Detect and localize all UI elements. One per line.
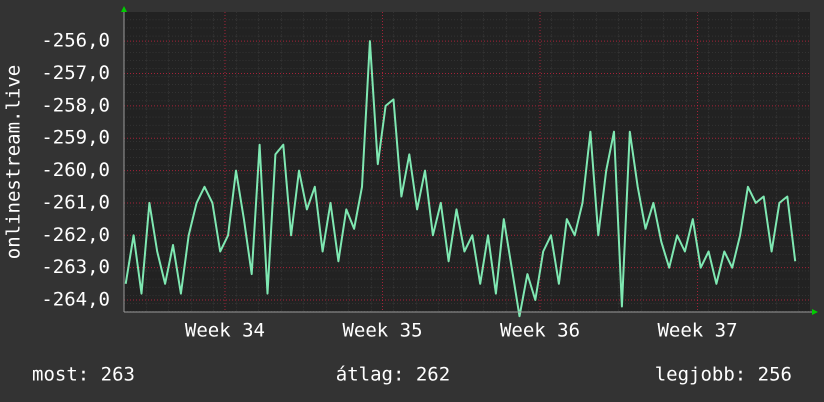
x-tick-label: Week 35 [342, 320, 422, 342]
y-axis-label: onlinestream.live [3, 65, 25, 259]
y-tick-label: -262,0 [41, 224, 110, 246]
footer-average: átlag: 262 [336, 364, 450, 386]
y-tick-label: -263,0 [41, 256, 110, 278]
y-arrow [121, 6, 127, 12]
y-tick-label: -261,0 [41, 191, 110, 213]
data-line [124, 40, 797, 318]
y-tick-label: -259,0 [41, 127, 110, 149]
x-tick-label: Week 34 [185, 320, 265, 342]
x-arrow [812, 309, 818, 315]
y-tick-label: -260,0 [41, 159, 110, 181]
footer-best: legjobb: 256 [655, 364, 792, 386]
y-tick-label: -258,0 [41, 94, 110, 116]
x-tick-label: Week 37 [657, 320, 737, 342]
footer-current: most: 263 [32, 364, 135, 386]
y-tick-label: -257,0 [41, 62, 110, 84]
y-tick-label: -256,0 [41, 30, 110, 52]
minor-grid [124, 12, 810, 312]
x-tick-label: Week 36 [500, 320, 580, 342]
y-tick-label: -264,0 [41, 289, 110, 311]
